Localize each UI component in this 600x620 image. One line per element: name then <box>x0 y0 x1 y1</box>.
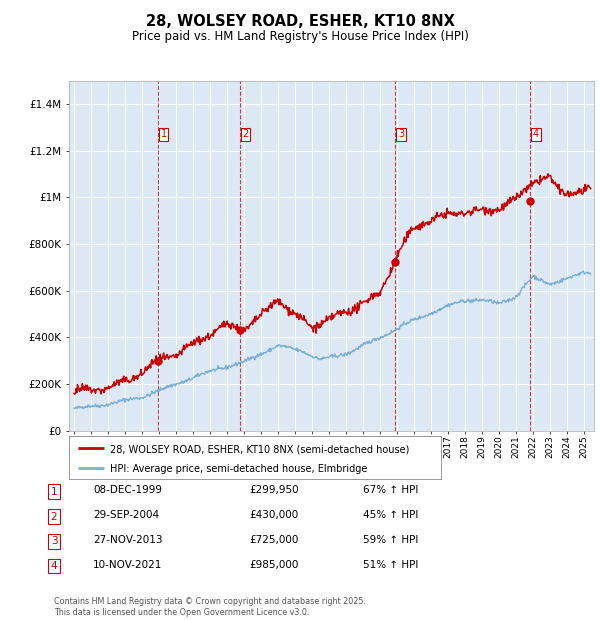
Text: 27-NOV-2013: 27-NOV-2013 <box>93 535 163 545</box>
Text: 2: 2 <box>242 130 248 140</box>
Text: 3: 3 <box>398 130 404 140</box>
Text: £985,000: £985,000 <box>249 560 298 570</box>
Text: £299,950: £299,950 <box>249 485 299 495</box>
Text: 2: 2 <box>50 512 58 521</box>
Text: 29-SEP-2004: 29-SEP-2004 <box>93 510 159 520</box>
Text: 4: 4 <box>533 130 539 140</box>
Text: 1: 1 <box>50 487 58 497</box>
Text: HPI: Average price, semi-detached house, Elmbridge: HPI: Average price, semi-detached house,… <box>110 464 367 474</box>
Text: 51% ↑ HPI: 51% ↑ HPI <box>363 560 418 570</box>
Text: 45% ↑ HPI: 45% ↑ HPI <box>363 510 418 520</box>
Text: 3: 3 <box>50 536 58 546</box>
Text: £725,000: £725,000 <box>249 535 298 545</box>
Text: Contains HM Land Registry data © Crown copyright and database right 2025.
This d: Contains HM Land Registry data © Crown c… <box>54 598 366 617</box>
Text: 28, WOLSEY ROAD, ESHER, KT10 8NX (semi-detached house): 28, WOLSEY ROAD, ESHER, KT10 8NX (semi-d… <box>110 444 409 454</box>
Text: £430,000: £430,000 <box>249 510 298 520</box>
Text: 1: 1 <box>161 130 167 140</box>
Text: Price paid vs. HM Land Registry's House Price Index (HPI): Price paid vs. HM Land Registry's House … <box>131 30 469 43</box>
Text: 67% ↑ HPI: 67% ↑ HPI <box>363 485 418 495</box>
Text: 28, WOLSEY ROAD, ESHER, KT10 8NX: 28, WOLSEY ROAD, ESHER, KT10 8NX <box>146 14 454 29</box>
Text: 10-NOV-2021: 10-NOV-2021 <box>93 560 163 570</box>
Text: 08-DEC-1999: 08-DEC-1999 <box>93 485 162 495</box>
Text: 4: 4 <box>50 561 58 571</box>
Text: 59% ↑ HPI: 59% ↑ HPI <box>363 535 418 545</box>
